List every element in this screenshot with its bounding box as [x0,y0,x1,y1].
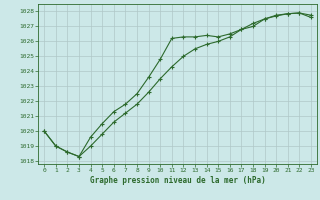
X-axis label: Graphe pression niveau de la mer (hPa): Graphe pression niveau de la mer (hPa) [90,176,266,185]
